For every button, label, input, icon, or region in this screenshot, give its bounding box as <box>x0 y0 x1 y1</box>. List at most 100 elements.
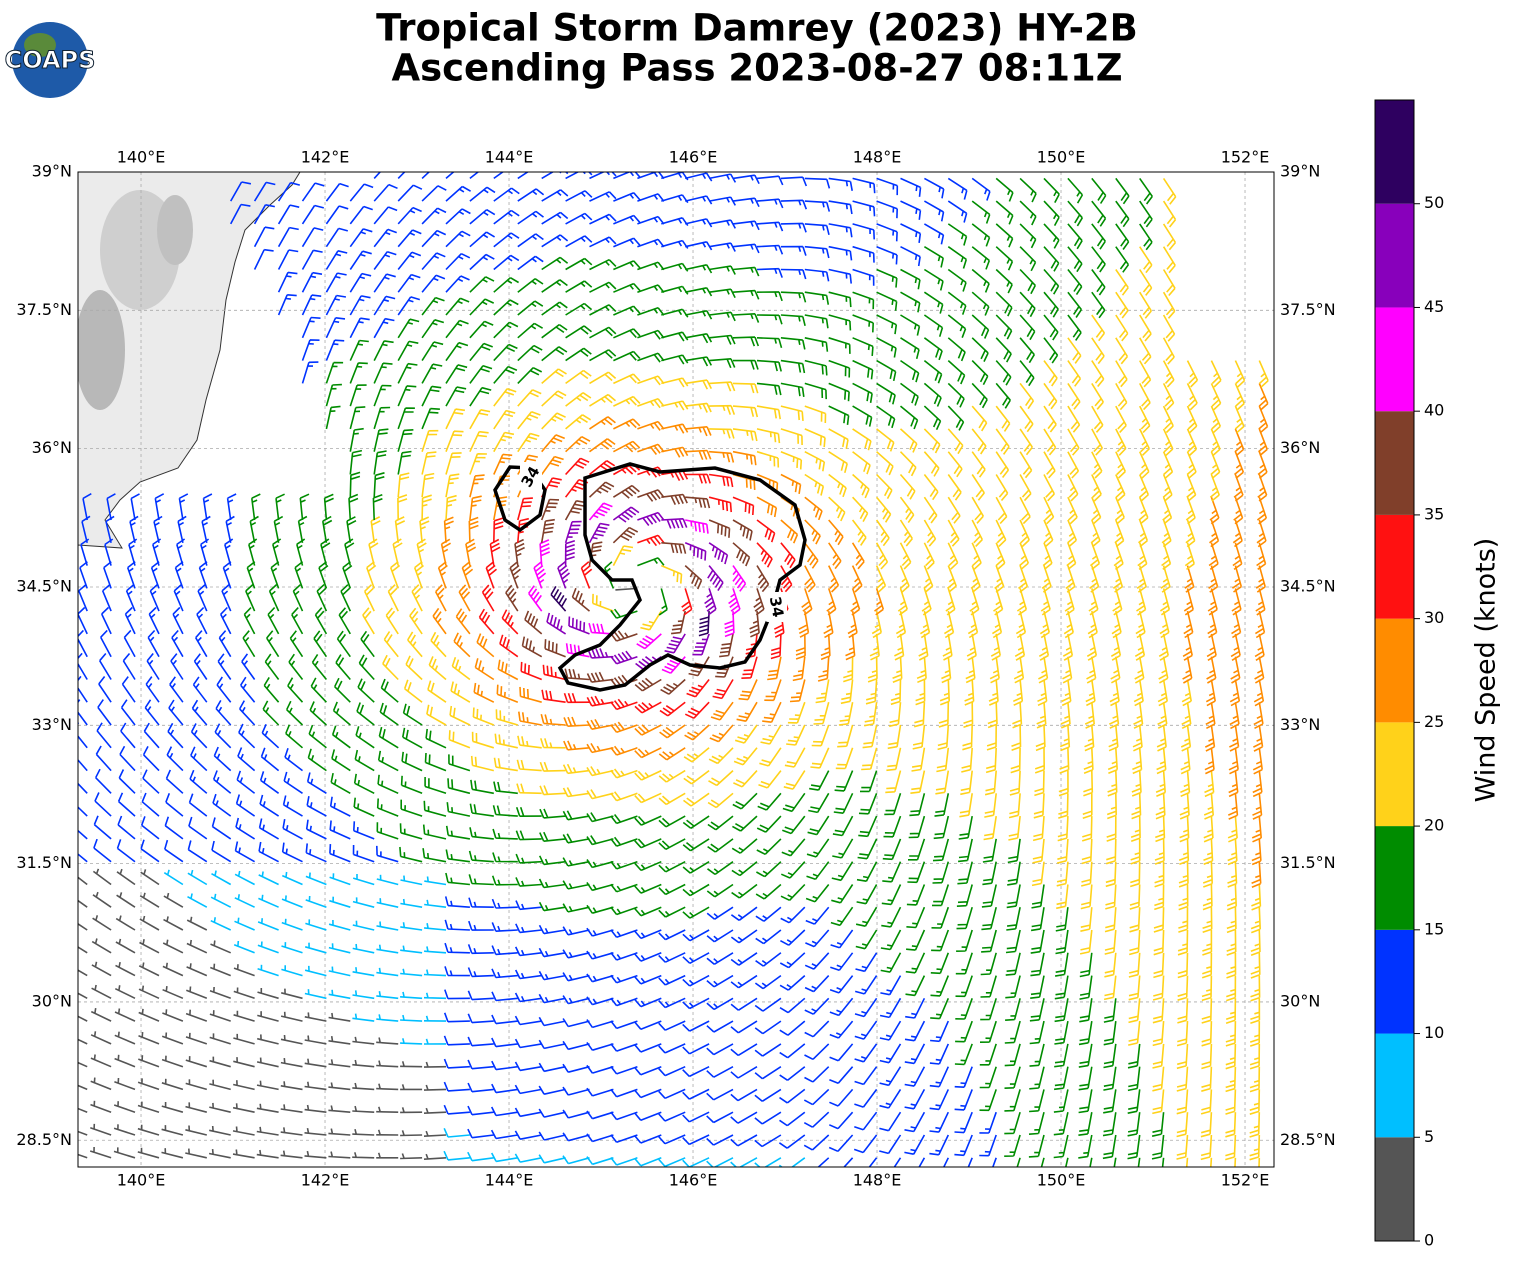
wind-barb <box>1250 929 1261 957</box>
wind-barb <box>586 695 614 707</box>
wind-barb <box>1180 724 1192 752</box>
wind-barb <box>634 1020 662 1031</box>
wind-barb <box>514 538 525 566</box>
wind-barb <box>586 1110 614 1120</box>
wind-barb <box>1115 428 1127 456</box>
wind-barb <box>834 770 854 792</box>
wind-barb <box>661 172 689 181</box>
wind-barb <box>1007 838 1021 864</box>
wind-barb <box>186 963 208 977</box>
wind-barb <box>780 222 807 233</box>
wind-barb <box>1114 496 1125 525</box>
wind-barb <box>830 929 854 949</box>
wind-barb <box>810 747 830 769</box>
wind-barb <box>138 1055 160 1068</box>
wind-barb <box>562 1155 590 1165</box>
wind-barb <box>610 630 638 642</box>
wind-barb <box>1253 679 1265 707</box>
wind-barb <box>1139 291 1152 319</box>
wind-barb <box>328 919 351 931</box>
wind-barb <box>586 671 614 683</box>
wind-barb <box>1115 246 1130 273</box>
wind-barb <box>114 1008 136 1022</box>
wind-barb <box>538 901 566 912</box>
wind-barb <box>1019 542 1030 570</box>
wind-barb <box>154 493 165 521</box>
wind-barb <box>887 724 902 750</box>
wind-barb <box>1210 428 1221 457</box>
wind-barb <box>835 747 854 770</box>
wind-barb <box>634 677 662 692</box>
wind-barb <box>1200 1112 1213 1138</box>
wind-barb <box>900 359 920 383</box>
wind-barb <box>161 1125 184 1136</box>
wind-barb <box>1019 474 1032 502</box>
wind-barb <box>880 929 902 951</box>
wind-barb <box>1182 656 1193 684</box>
wind-barb <box>1203 793 1214 820</box>
wind-barb <box>163 869 184 886</box>
wind-barb <box>541 256 569 271</box>
wind-barb <box>779 952 806 969</box>
wind-barb <box>1078 1134 1093 1159</box>
wind-barb <box>876 359 897 382</box>
wind-barb <box>1080 907 1093 932</box>
wind-barb <box>932 838 950 862</box>
wind-barb <box>798 610 810 638</box>
wind-barb <box>1201 952 1213 979</box>
wind-barb <box>610 1043 638 1052</box>
wind-barb <box>732 289 760 300</box>
wind-barb <box>285 724 304 749</box>
colorbar-segment <box>1375 722 1414 827</box>
wind-barb <box>288 653 304 680</box>
colorbar-segment <box>1375 1033 1414 1138</box>
wind-barb <box>277 204 300 225</box>
wind-barb <box>376 967 399 977</box>
wind-barb <box>467 1082 494 1093</box>
wind-barb <box>478 608 495 635</box>
wind-barb <box>358 654 375 681</box>
wind-barb <box>971 246 991 270</box>
wind-barb <box>1043 474 1056 502</box>
wind-barb <box>947 474 962 501</box>
wind-barb <box>730 952 758 966</box>
wind-barb <box>248 538 258 566</box>
wind-barb <box>904 1089 926 1110</box>
wind-barb <box>485 561 497 589</box>
wind-barb <box>451 656 471 681</box>
wind-barb <box>637 193 665 202</box>
wind-barb <box>538 1016 566 1027</box>
wind-barb <box>960 770 973 796</box>
wind-barb <box>421 385 442 407</box>
wind-barb <box>658 1020 686 1031</box>
wind-barb <box>661 331 689 342</box>
wind-barb <box>126 561 136 589</box>
wind-barb <box>1178 884 1189 911</box>
wind-barb <box>682 1134 710 1146</box>
wind-barb <box>1086 633 1098 661</box>
wind-barb <box>501 609 519 635</box>
wind-barb <box>1251 816 1262 843</box>
colorbar-segment <box>1375 203 1414 308</box>
wind-barb <box>400 1038 423 1045</box>
wind-barb <box>423 992 447 1000</box>
wind-barb <box>235 794 256 817</box>
wind-barb <box>399 846 423 863</box>
wind-barb <box>1178 838 1190 865</box>
colorbar-tick-label: 0 <box>1424 1231 1434 1250</box>
wind-barb <box>1008 793 1021 819</box>
wind-barb <box>421 296 445 316</box>
wind-barb <box>346 516 357 543</box>
wind-barb <box>1176 1112 1189 1138</box>
wind-barb <box>121 676 136 703</box>
wind-barb <box>658 952 686 963</box>
wind-barb <box>947 360 966 385</box>
wind-barb <box>137 1124 160 1136</box>
wind-barb <box>328 1151 351 1159</box>
wind-barb <box>562 995 590 1005</box>
wind-barb <box>1234 405 1245 434</box>
x-tick-label: 140°E <box>117 1171 166 1190</box>
wind-barb <box>421 207 447 225</box>
wind-barb <box>114 1077 136 1091</box>
wind-barb <box>78 1038 88 1045</box>
